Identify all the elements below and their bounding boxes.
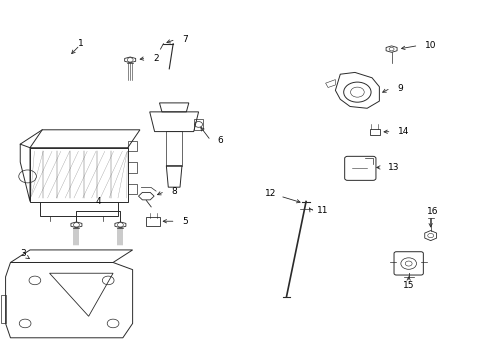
Text: 4: 4 xyxy=(96,197,101,206)
Text: 5: 5 xyxy=(182,217,188,226)
Text: 14: 14 xyxy=(398,127,409,136)
Bar xyxy=(166,131,182,166)
Text: 11: 11 xyxy=(318,206,329,215)
Text: 13: 13 xyxy=(388,163,400,172)
Text: 2: 2 xyxy=(153,54,159,63)
Text: 7: 7 xyxy=(182,35,188,44)
Bar xyxy=(40,202,118,216)
Text: 15: 15 xyxy=(403,281,415,290)
Text: 16: 16 xyxy=(427,207,439,216)
Text: 9: 9 xyxy=(397,84,403,93)
Text: 8: 8 xyxy=(172,187,177,196)
Text: 1: 1 xyxy=(78,39,84,48)
Text: 12: 12 xyxy=(265,189,276,198)
Bar xyxy=(128,184,137,194)
Bar xyxy=(128,162,137,173)
Bar xyxy=(369,129,380,135)
Text: 6: 6 xyxy=(218,136,223,145)
Bar xyxy=(128,140,137,151)
Text: 10: 10 xyxy=(425,41,437,50)
Text: 3: 3 xyxy=(20,249,25,258)
